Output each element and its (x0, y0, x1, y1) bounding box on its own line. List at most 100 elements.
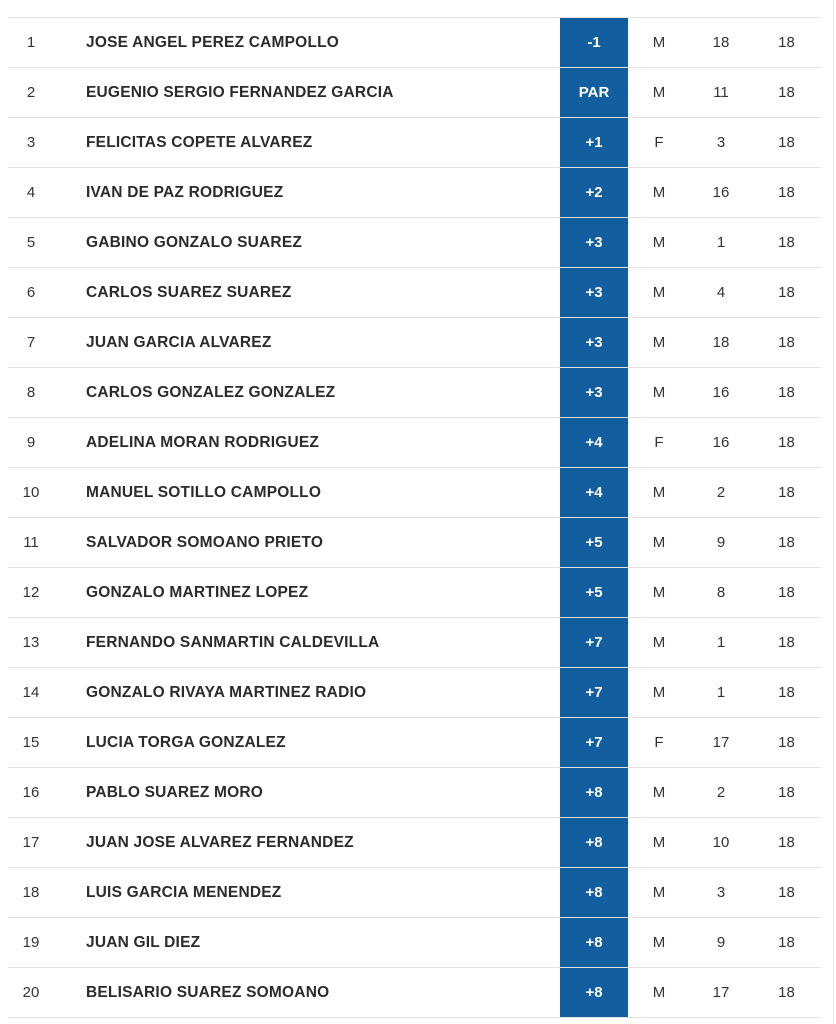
player-name: JUAN JOSE ALVAREZ FERNANDEZ (86, 833, 354, 851)
gender-cell: M (652, 784, 666, 801)
value1-cell: 3 (716, 134, 726, 151)
score-badge: PAR (560, 68, 628, 117)
gender-cell: M (652, 584, 666, 601)
score-badge: +8 (560, 968, 628, 1017)
value1-cell: 18 (712, 334, 730, 351)
value2-cell: 18 (778, 834, 795, 851)
score-cell: -1 (560, 18, 628, 67)
value2-cell: 18 (778, 284, 795, 301)
leaderboard-row[interactable]: 14 GONZALO RIVAYA MARTINEZ RADIO +7 M 1 … (8, 667, 821, 717)
player-name: FERNANDO SANMARTIN CALDEVILLA (86, 633, 380, 651)
gender-cell: M (652, 384, 666, 401)
gender-cell: M (652, 984, 666, 1001)
score-badge: +8 (560, 768, 628, 817)
value2-cell: 18 (778, 484, 795, 501)
leaderboard-row[interactable]: 2 EUGENIO SERGIO FERNANDEZ GARCIA PAR M … (8, 67, 821, 117)
position-cell: 11 (23, 534, 39, 551)
position-cell: 15 (22, 734, 40, 751)
value2-cell: 18 (778, 934, 795, 951)
position-cell: 8 (26, 384, 36, 401)
value2-cell: 18 (778, 634, 795, 651)
value1-cell: 11 (713, 84, 729, 101)
player-name: MANUEL SOTILLO CAMPOLLO (86, 483, 322, 501)
position-cell: 5 (26, 234, 36, 251)
value2-cell: 18 (778, 234, 795, 251)
score-badge: +7 (560, 618, 628, 667)
leaderboard-row[interactable]: 3 FELICITAS COPETE ALVAREZ +1 F 3 18 (8, 117, 821, 167)
leaderboard-row[interactable]: 20 BELISARIO SUAREZ SOMOANO +8 M 17 18 (8, 967, 821, 1017)
value1-cell: 9 (716, 534, 726, 551)
gender-cell: M (652, 684, 666, 701)
value2-cell: 18 (778, 184, 795, 201)
leaderboard-row[interactable]: 12 GONZALO MARTINEZ LOPEZ +5 M 8 18 (8, 567, 821, 617)
gender-cell: F (654, 434, 664, 451)
score-badge: -1 (560, 18, 628, 67)
gender-cell: M (652, 934, 666, 951)
player-name: LUIS GARCIA MENENDEZ (86, 883, 282, 901)
leaderboard-row[interactable]: 11 SALVADOR SOMOANO PRIETO +5 M 9 18 (8, 517, 821, 567)
leaderboard-row[interactable]: 8 CARLOS GONZALEZ GONZALEZ +3 M 16 18 (8, 367, 821, 417)
score-badge: +8 (560, 868, 628, 917)
leaderboard-row[interactable]: 5 GABINO GONZALO SUAREZ +3 M 1 18 (8, 217, 821, 267)
player-name: GONZALO RIVAYA MARTINEZ RADIO (86, 683, 367, 701)
leaderboard-row[interactable]: 15 LUCIA TORGA GONZALEZ +7 F 17 18 (8, 717, 821, 767)
value2-cell: 18 (778, 34, 795, 51)
leaderboard-row[interactable]: 1 JOSE ANGEL PEREZ CAMPOLLO -1 M 18 18 (8, 17, 821, 67)
position-cell: 14 (22, 684, 40, 701)
score-cell: PAR (560, 68, 628, 117)
leaderboard-row[interactable]: 9 ADELINA MORAN RODRIGUEZ +4 F 16 18 (8, 417, 821, 467)
player-name: GONZALO MARTINEZ LOPEZ (86, 583, 309, 601)
player-name: CARLOS GONZALEZ GONZALEZ (86, 383, 336, 401)
value1-cell: 9 (716, 934, 726, 951)
value1-cell: 3 (716, 884, 726, 901)
gender-cell: M (652, 534, 666, 551)
value2-cell: 18 (778, 434, 795, 451)
score-cell: +7 (560, 718, 628, 767)
position-cell: 18 (22, 884, 40, 901)
score-badge: +3 (560, 218, 628, 267)
leaderboard-row[interactable]: 13 FERNANDO SANMARTIN CALDEVILLA +7 M 1 … (8, 617, 821, 667)
value1-cell: 2 (716, 784, 726, 801)
value1-cell: 18 (712, 34, 730, 51)
leaderboard-row[interactable]: 16 PABLO SUAREZ MORO +8 M 2 18 (8, 767, 821, 817)
leaderboard-row[interactable]: 19 JUAN GIL DIEZ +8 M 9 18 (8, 917, 821, 967)
value1-cell: 16 (712, 384, 730, 401)
score-cell: +3 (560, 318, 628, 367)
value1-cell: 1 (716, 234, 726, 251)
score-badge: +2 (560, 168, 628, 217)
leaderboard-row[interactable]: 7 JUAN GARCIA ALVAREZ +3 M 18 18 (8, 317, 821, 367)
gender-cell: M (652, 334, 666, 351)
position-cell: 2 (26, 84, 36, 101)
player-name: JOSE ANGEL PEREZ CAMPOLLO (86, 33, 340, 51)
score-cell: +8 (560, 818, 628, 867)
leaderboard-row[interactable]: 18 LUIS GARCIA MENENDEZ +8 M 3 18 (8, 867, 821, 917)
value1-cell: 16 (712, 434, 730, 451)
leaderboard-row[interactable]: 4 IVAN DE PAZ RODRIGUEZ +2 M 16 18 (8, 167, 821, 217)
gender-cell: M (652, 34, 666, 51)
score-badge: +3 (560, 368, 628, 417)
score-cell: +3 (560, 268, 628, 317)
gender-cell: M (652, 234, 666, 251)
leaderboard-row[interactable]: 10 MANUEL SOTILLO CAMPOLLO +4 M 2 18 (8, 467, 821, 517)
player-name: EUGENIO SERGIO FERNANDEZ GARCIA (86, 83, 394, 101)
player-name: SALVADOR SOMOANO PRIETO (86, 533, 324, 551)
gender-cell: F (654, 134, 664, 151)
gender-cell: M (652, 184, 666, 201)
player-name: IVAN DE PAZ RODRIGUEZ (86, 183, 284, 201)
player-name: GABINO GONZALO SUAREZ (86, 233, 303, 251)
score-cell: +4 (560, 418, 628, 467)
score-cell: +3 (560, 218, 628, 267)
leaderboard-row[interactable]: 17 JUAN JOSE ALVAREZ FERNANDEZ +8 M 10 1… (8, 817, 821, 867)
score-badge: +3 (560, 268, 628, 317)
player-name: JUAN GARCIA ALVAREZ (86, 333, 272, 351)
score-badge: +1 (560, 118, 628, 167)
value2-cell: 18 (778, 884, 795, 901)
leaderboard-row[interactable]: 6 CARLOS SUAREZ SUAREZ +3 M 4 18 (8, 267, 821, 317)
score-cell: +8 (560, 968, 628, 1017)
value1-cell: 1 (716, 684, 726, 701)
value2-cell: 18 (778, 734, 795, 751)
score-badge: +7 (560, 668, 628, 717)
gender-cell: M (652, 284, 666, 301)
table-right-border (833, 0, 834, 1024)
